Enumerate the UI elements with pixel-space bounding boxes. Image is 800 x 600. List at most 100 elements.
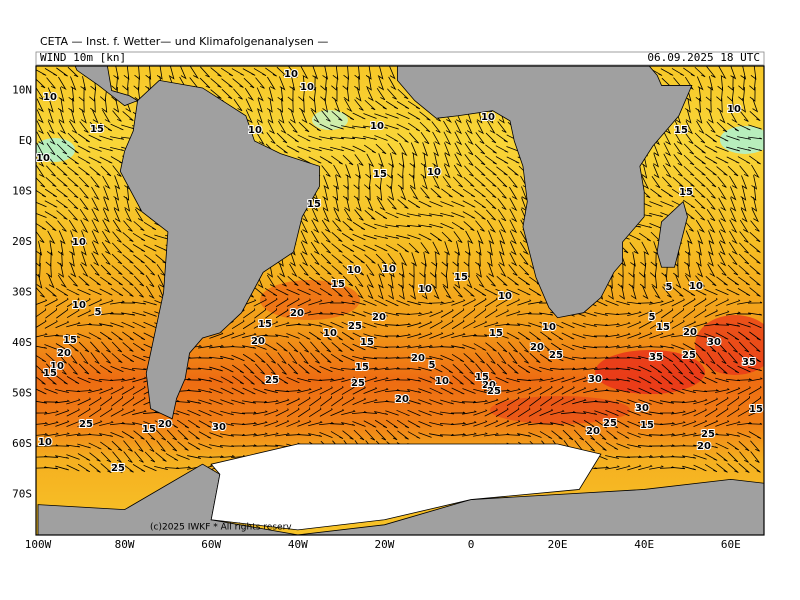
wind-barb xyxy=(385,224,400,228)
wind-barb xyxy=(715,420,730,427)
wind-barb xyxy=(649,387,663,395)
wind-barb xyxy=(354,154,364,166)
wind-barb xyxy=(407,234,421,240)
wind-barb xyxy=(363,344,377,350)
wind-barb xyxy=(726,299,741,306)
wind-barb xyxy=(46,262,52,278)
wind-barb xyxy=(400,186,407,201)
wind-barb xyxy=(297,377,311,383)
copyright: (c)2025 IWKF * All rights reserv xyxy=(150,523,292,533)
wind-barb xyxy=(242,387,256,395)
wind-barb xyxy=(507,364,519,374)
wind-barb xyxy=(561,386,575,395)
contour-label: 25 xyxy=(79,419,93,430)
wind-barb xyxy=(76,322,93,327)
wind-barb xyxy=(69,109,76,124)
wind-barb xyxy=(110,365,124,373)
wind-barb xyxy=(156,440,166,452)
wind-barb xyxy=(464,241,471,256)
wind-barb xyxy=(132,301,147,305)
wind-barb xyxy=(484,297,498,308)
wind-barb xyxy=(420,153,427,168)
wind-barb xyxy=(694,166,706,176)
contour-label: 10 xyxy=(36,153,50,164)
wind-barb xyxy=(717,264,727,276)
wind-barb xyxy=(583,366,599,371)
wind-barb xyxy=(289,76,296,91)
wind-barb xyxy=(144,451,156,463)
wind-barb xyxy=(696,241,702,256)
wind-barb xyxy=(661,176,673,188)
wind-barb xyxy=(694,198,706,210)
wind-barb xyxy=(418,310,433,317)
wind-barb xyxy=(451,332,466,339)
wind-barb xyxy=(750,66,757,80)
wind-barb xyxy=(649,465,664,470)
wind-barb xyxy=(384,401,400,403)
wind-barb xyxy=(539,431,553,439)
wind-barb xyxy=(704,309,718,318)
wind-barb xyxy=(685,263,691,278)
wind-barb xyxy=(309,276,321,286)
wind-barb xyxy=(103,197,110,212)
wind-barb xyxy=(330,385,344,395)
wind-barb xyxy=(288,352,298,365)
wind-barb xyxy=(693,408,707,417)
wind-barb xyxy=(737,432,751,438)
wind-barb xyxy=(154,420,168,428)
wind-barb xyxy=(429,309,444,318)
wind-barb xyxy=(397,133,409,143)
wind-barb xyxy=(410,285,416,300)
wind-barb xyxy=(67,166,79,176)
wind-barb xyxy=(388,76,397,91)
wind-barb xyxy=(253,421,268,426)
wind-barb xyxy=(343,174,349,190)
wind-barb xyxy=(637,455,654,459)
wind-barb xyxy=(36,241,43,256)
wind-barb xyxy=(463,363,475,375)
wind-barb xyxy=(685,120,693,135)
wind-barb xyxy=(418,200,432,208)
wind-barb xyxy=(738,265,750,275)
header-box xyxy=(35,51,765,66)
wind-barb xyxy=(407,378,422,382)
wind-barb xyxy=(124,208,133,223)
wind-barb xyxy=(727,264,739,276)
wind-barb xyxy=(518,396,531,407)
wind-barb xyxy=(286,309,300,318)
wind-barb xyxy=(55,399,71,404)
wind-barb xyxy=(560,367,576,370)
wind-barb xyxy=(451,345,466,349)
wind-barb xyxy=(101,352,111,364)
wind-barb xyxy=(245,109,253,124)
wind-barb xyxy=(660,400,675,404)
wind-barb xyxy=(36,87,45,101)
wind-barb xyxy=(243,375,255,385)
wind-barb xyxy=(253,298,267,307)
wind-barb xyxy=(750,451,760,463)
wind-barb xyxy=(186,378,202,381)
wind-barb xyxy=(352,300,366,306)
wind-barb xyxy=(123,451,133,463)
wind-barb xyxy=(299,341,309,353)
wind-barb xyxy=(99,387,114,394)
wind-barb xyxy=(133,221,145,231)
wind-barb xyxy=(79,121,89,133)
wind-barb xyxy=(408,242,420,254)
wind-barb xyxy=(341,342,355,352)
wind-barb xyxy=(616,300,630,306)
wind-barb xyxy=(68,275,78,287)
wind-barb xyxy=(649,399,663,405)
wind-barb xyxy=(737,408,751,417)
wind-barb xyxy=(276,132,288,144)
wind-barb xyxy=(267,120,276,135)
wind-barb xyxy=(143,464,157,472)
wind-barb xyxy=(718,252,727,267)
wind-barb xyxy=(649,68,663,76)
wind-barb xyxy=(509,252,518,267)
wind-barb xyxy=(594,299,608,307)
wind-barb xyxy=(385,113,399,119)
wind-barb xyxy=(706,121,716,133)
wind-barb xyxy=(36,332,48,338)
wind-barb xyxy=(729,219,738,234)
